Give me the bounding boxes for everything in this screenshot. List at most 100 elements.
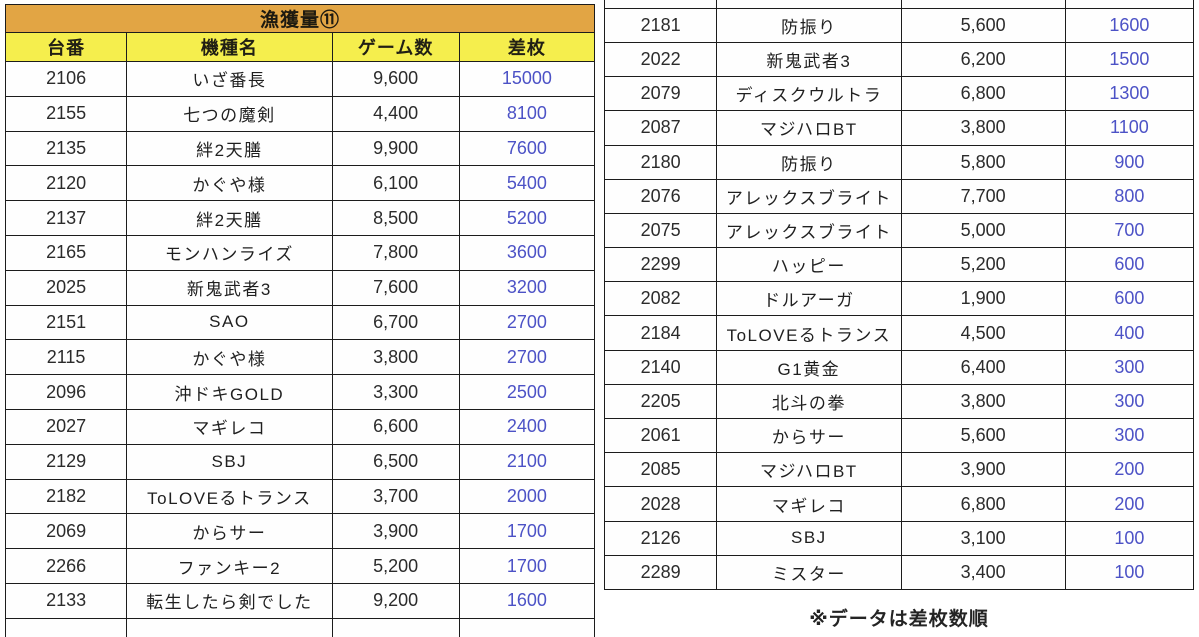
diff-count-cell: 5200 [458,200,596,236]
machine-name-cell: ファンキー2 [126,548,333,584]
machine-number-cell: 2115 [4,339,128,376]
machine-name-cell: マギレコ [126,408,333,445]
machine-number-cell: 2289 [603,554,718,590]
clipped-partial-row [603,0,1195,9]
diff-count-cell: 2100 [458,443,596,480]
game-count-cell: 6,700 [331,304,460,341]
machine-number-cell: 2133 [4,582,128,619]
diff-count-cell: 1600 [1064,7,1195,43]
game-count-cell: 3,100 [900,520,1066,556]
table-row: 2082 ドルアーガ 1,900 600 [603,281,1195,317]
diff-count-cell: 100 [1064,520,1195,556]
game-count-cell: 8,500 [331,200,460,236]
diff-count-cell: 1300 [1064,76,1195,112]
game-count-cell: 4,400 [331,95,460,132]
machine-number-cell: 2129 [4,443,128,480]
diff-count-cell: 3600 [458,234,596,271]
diff-count-cell: 1500 [1064,41,1195,78]
machine-name-cell: ディスクウルトラ [716,76,902,112]
machine-number-cell: 2025 [4,269,128,306]
table-row: 2025 新鬼武者3 7,600 3200 [4,269,596,306]
machine-name-cell: マジハロBT [716,452,902,488]
table-header-row: 台番 機種名 ゲーム数 差枚 [4,32,596,62]
diff-count-cell: 200 [1064,452,1195,488]
machine-name-cell: SBJ [716,520,902,556]
machine-name-cell: SAO [126,304,333,341]
diff-count-cell: 300 [1064,418,1195,454]
table-row: 2135 絆2天膳 9,900 7600 [4,130,596,167]
game-count-cell: 3,700 [331,478,460,515]
diff-count-cell: 2700 [458,339,596,376]
diff-count-cell: 600 [1064,281,1195,317]
table-row: 2076 アレックスブライト 7,700 800 [603,178,1195,214]
machine-name-cell: アレックスブライト [716,212,902,249]
table-row: 2180 防振り 5,800 900 [603,144,1195,180]
game-count-cell: 6,600 [331,408,460,445]
machine-number-cell: 2137 [4,200,128,236]
table-row: 2028 マギレコ 6,800 200 [603,486,1195,522]
diff-count-cell: 1600 [458,582,596,619]
game-count-cell: 6,500 [331,443,460,480]
table-title: 漁獲量⑪ [5,4,595,33]
table-row: 2182 ToLOVEるトランス 3,700 2000 [4,478,596,515]
machine-name-cell: モンハンライズ [126,234,333,271]
table-row: 2075 アレックスブライト 5,000 700 [603,212,1195,249]
machine-name-cell: 新鬼武者3 [126,269,333,306]
diff-count-cell: 600 [1064,247,1195,283]
game-count-cell: 3,800 [900,110,1066,146]
machine-name-cell: 絆2天膳 [126,130,333,167]
game-count-cell: 6,800 [900,486,1066,522]
table-row: 2096 沖ドキGOLD 3,300 2500 [4,374,596,410]
machine-number-cell: 2079 [603,76,718,112]
diff-count-cell: 2700 [458,304,596,341]
game-count-cell: 9,900 [331,130,460,167]
machine-number-cell: 2135 [4,130,128,167]
game-count-cell: 3,900 [331,513,460,550]
machine-number-cell: 2106 [4,61,128,97]
diff-count-cell: 2000 [458,478,596,515]
table-row: 2022 新鬼武者3 6,200 1500 [603,41,1195,78]
machine-name-cell: からサー [126,513,333,550]
game-count-cell: 5,600 [900,418,1066,454]
machine-number-cell: 2075 [603,212,718,249]
table-row: 2027 マギレコ 6,600 2400 [4,408,596,445]
machine-name-cell: 沖ドキGOLD [126,374,333,410]
game-count-cell: 3,900 [900,452,1066,488]
machine-name-cell: SBJ [126,443,333,480]
diff-count-cell: 8100 [458,95,596,132]
game-count-cell: 3,400 [900,554,1066,590]
game-count-cell: 7,600 [331,269,460,306]
machine-name-cell: 転生したら剣でした [126,582,333,619]
diff-count-cell: 2400 [458,408,596,445]
machine-name-cell: からサー [716,418,902,454]
diff-count-cell: 3200 [458,269,596,306]
machine-name-cell: アレックスブライト [716,178,902,214]
table-row: 2120 かぐや様 6,100 5400 [4,165,596,202]
table-row: 2126 SBJ 3,100 100 [603,520,1195,556]
machine-name-cell: かぐや様 [126,165,333,202]
table-row: 2205 北斗の拳 3,800 300 [603,383,1195,420]
table-row: 2266 ファンキー2 5,200 1700 [4,548,596,584]
machine-number-cell: 2022 [603,41,718,78]
column-header-game-count: ゲーム数 [331,32,460,62]
diff-count-cell: 700 [1064,212,1195,249]
column-header-machine-name: 機種名 [126,32,333,62]
game-count-cell: 6,400 [900,349,1066,385]
game-count-cell: 5,600 [900,7,1066,43]
game-count-cell: 3,800 [331,339,460,376]
game-count-cell: 5,800 [900,144,1066,180]
game-count-cell: 7,800 [331,234,460,271]
machine-number-cell: 2085 [603,452,718,488]
machine-name-cell: マジハロBT [716,110,902,146]
machine-number-cell: 2096 [4,374,128,410]
diff-count-cell: 7600 [458,130,596,167]
machine-number-cell: 2082 [603,281,718,317]
table-row: 2115 かぐや様 3,800 2700 [4,339,596,376]
diff-count-cell: 300 [1064,383,1195,420]
diff-count-cell: 1700 [458,548,596,584]
clipped-partial-row [4,617,596,637]
table-row: 2085 マジハロBT 3,900 200 [603,452,1195,488]
footer-note: ※データは差枚数順 [809,608,989,630]
diff-count-cell: 1700 [458,513,596,550]
column-header-diff: 差枚 [458,32,596,62]
